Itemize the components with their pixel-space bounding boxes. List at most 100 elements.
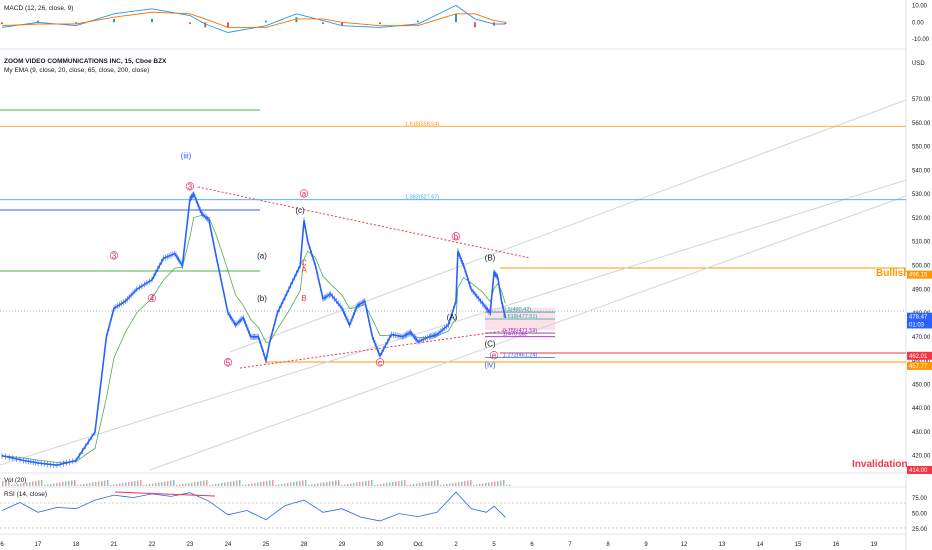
time-tick: 7 (568, 542, 572, 548)
price-tick: 450.00 (912, 382, 931, 388)
volume-bar (290, 482, 292, 486)
macd-histogram-bar (341, 22, 343, 26)
time-tick: 19 (871, 542, 878, 548)
wave-label: (B) (485, 254, 496, 263)
volume-bar (482, 483, 484, 486)
volume-bar (26, 482, 28, 486)
volume-bar (110, 485, 112, 486)
volume-bar (374, 485, 376, 486)
price-badge (907, 466, 932, 474)
volume-bar (296, 481, 298, 486)
time-tick: 14 (757, 542, 764, 548)
volume-bar (344, 484, 346, 486)
volume-bar (452, 483, 454, 486)
volume-bar (104, 480, 106, 486)
volume-bar (323, 482, 325, 486)
fib-level-label: 1.272(461.24) (503, 353, 537, 359)
triangle-upper-line (197, 186, 531, 259)
volume-bar (185, 483, 187, 486)
volume-bar (122, 483, 124, 486)
volume-bar (50, 484, 52, 486)
wave-label: 3 (112, 251, 117, 260)
volume-bar (134, 481, 136, 486)
volume-bar (131, 481, 133, 486)
volume-bar (47, 484, 49, 486)
volume-bar (8, 480, 10, 486)
price-tick: 430.00 (912, 430, 931, 436)
price-badge (907, 312, 932, 321)
volume-bar (161, 482, 163, 486)
volume-bar (179, 484, 181, 486)
volume-bar (245, 484, 247, 486)
volume-bar (119, 483, 121, 486)
volume-bar (311, 484, 313, 486)
volume-bar (236, 480, 238, 486)
volume-bar (233, 481, 235, 486)
price-tick: 490.00 (912, 287, 931, 293)
price-tick: 520.00 (912, 216, 931, 222)
wave-label: 3 (188, 182, 193, 191)
rsi-divergence-line (114, 491, 216, 497)
volume-bar (503, 480, 505, 486)
volume-bar (401, 480, 403, 486)
time-tick: 12 (681, 542, 688, 548)
bullish-note: Bullish (876, 268, 910, 279)
volume-bar (347, 484, 349, 486)
volume-bar (14, 484, 16, 486)
macd-header: MACD (12, 26, close, 9) (4, 5, 73, 12)
volume-bar (158, 482, 160, 486)
volume-bar (215, 484, 217, 486)
wave-label: (iii) (181, 151, 192, 160)
volume-bar (455, 482, 457, 486)
time-tick: 21 (111, 542, 118, 548)
volume-bar (107, 480, 109, 486)
wave-circle (489, 351, 499, 360)
rsi-tick: 50.00 (912, 512, 928, 518)
macd-histogram-bar (189, 22, 191, 24)
volume-bar (314, 484, 316, 486)
time-tick: Oct (413, 542, 423, 548)
time-tick: 23 (187, 542, 194, 548)
macd-histogram-bar (227, 22, 229, 28)
price-badge-label: 496.15 (909, 273, 928, 279)
volume-bar (287, 483, 289, 486)
volume-bar (203, 480, 205, 486)
volume-bar (227, 482, 229, 486)
time-tick: 22 (149, 542, 156, 548)
price-badge-label: 457.77 (909, 364, 928, 370)
price-tick: 440.00 (912, 406, 931, 412)
time-tick: 25 (263, 542, 270, 548)
macd-line (1, 4, 506, 33)
volume-bar (137, 480, 139, 486)
wave-label: (iv) (484, 361, 495, 370)
time-tick: 9 (644, 542, 648, 548)
wave-label: 5 (226, 358, 231, 367)
volume-bar (176, 485, 178, 486)
wave-label: (c) (295, 206, 305, 215)
volume-bar (194, 482, 196, 486)
volume-bar (206, 480, 208, 486)
volume-bar (29, 482, 31, 486)
volume-bar (74, 480, 76, 486)
volume-bar (254, 483, 256, 486)
price-badge (907, 361, 932, 370)
time-tick: 17 (35, 542, 42, 548)
volume-bar (506, 485, 508, 486)
volume-bar (89, 483, 91, 486)
volume-bar (392, 482, 394, 486)
volume-bar (350, 483, 352, 486)
macd-histogram-bar (151, 18, 153, 23)
volume-bar (248, 484, 250, 486)
wave-label: (a) (257, 251, 267, 260)
volume-bar (317, 483, 319, 486)
macd-signal-line (1, 11, 506, 28)
price-tick: 560.00 (912, 121, 931, 127)
price-tick: 540.00 (912, 168, 931, 174)
volume-bar (80, 484, 82, 486)
price-tick: 570.00 (912, 97, 931, 103)
volume-bar (20, 483, 22, 486)
price-tick: 530.00 (912, 192, 931, 198)
volume-bar (101, 481, 103, 486)
ema-header: My EMA (9, close, 20, close, 65, close, … (4, 67, 149, 74)
